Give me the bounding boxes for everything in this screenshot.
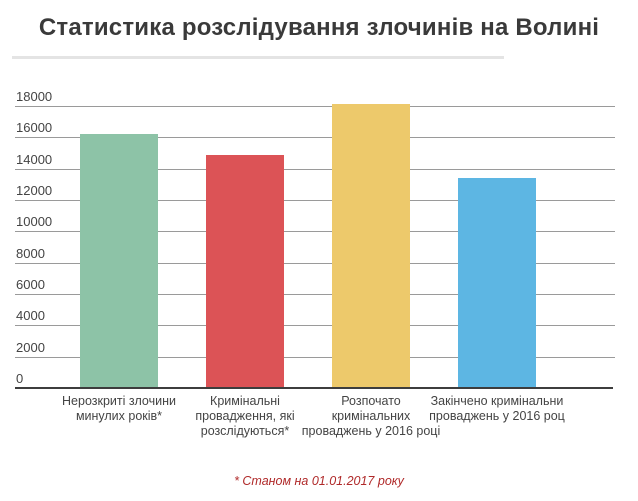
gridline — [15, 263, 615, 264]
footnote: * Станом на 01.01.2017 року — [234, 474, 404, 488]
chart-title: Статистика розслідування злочинів на Вол… — [38, 14, 600, 41]
gridline — [15, 325, 615, 326]
title-divider — [12, 56, 504, 59]
y-tick-label: 10000 — [16, 214, 53, 229]
y-tick-label: 2000 — [16, 340, 45, 355]
gridline — [15, 231, 615, 232]
x-tick-label: Закінчено кримінальни проваджень у 2016 р… — [429, 394, 565, 423]
x-tick-label: Кримінальні провадження, які розслідуються… — [195, 394, 295, 438]
y-tick-label: 14000 — [16, 152, 53, 167]
bar — [332, 104, 410, 388]
y-tick-label: 4000 — [16, 308, 45, 323]
y-tick-label: 12000 — [16, 183, 53, 198]
y-tick-label: 8000 — [16, 246, 45, 261]
gridline — [15, 169, 615, 170]
gridline — [15, 137, 615, 138]
x-tick-label: Розпочато кримінальних проваджень у 2016 р… — [301, 394, 441, 438]
bar — [458, 178, 536, 388]
x-axis — [15, 387, 613, 389]
bar — [80, 134, 158, 388]
y-tick-label: 0 — [16, 371, 24, 386]
gridline — [15, 200, 615, 201]
x-tick-label: Нерозкриті злочини минулих років* — [62, 394, 176, 423]
y-tick-label: 18000 — [16, 89, 53, 104]
y-tick-label: 6000 — [16, 277, 45, 292]
gridline — [15, 294, 615, 295]
y-tick-label: 16000 — [16, 120, 53, 135]
gridline — [15, 106, 615, 107]
gridline — [15, 357, 615, 358]
bar — [206, 155, 284, 388]
